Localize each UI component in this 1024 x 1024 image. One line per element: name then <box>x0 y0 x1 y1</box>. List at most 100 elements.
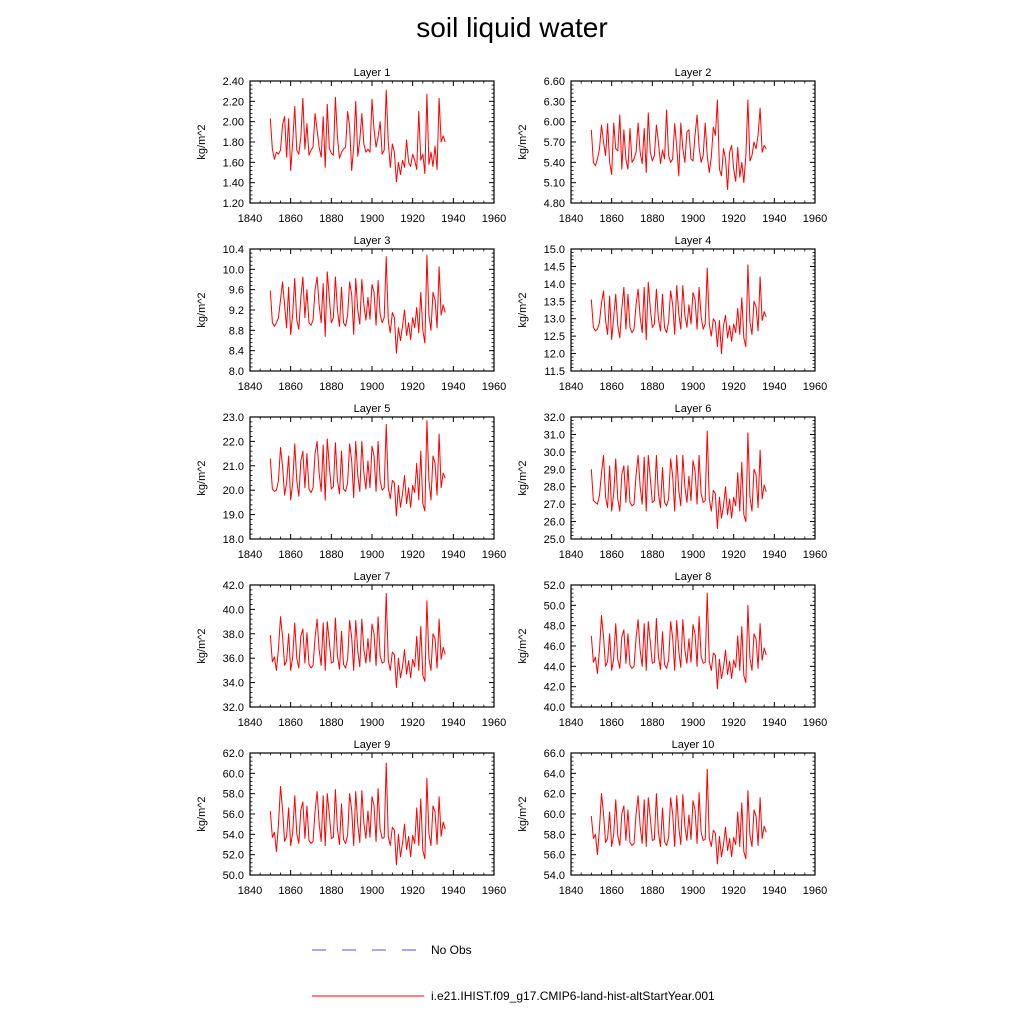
plot-frame <box>570 248 816 372</box>
panel-title: Layer 6 <box>675 403 712 415</box>
x-tick-label: 1940 <box>441 549 465 561</box>
legend-label-model-run: i.e21.IHIST.f09_g17.CMIP6-land-hist-altS… <box>431 989 715 1003</box>
y-tick-label: 5.40 <box>544 157 565 169</box>
panel-title: Layer 9 <box>354 739 391 751</box>
panel-title: Layer 1 <box>354 67 391 79</box>
legend-label-no-obs: No Obs <box>431 943 472 957</box>
y-tick-label: 18.0 <box>223 534 244 546</box>
panel-10: Layer 10 kg/m^2 1840 1860 1880 1900 1920 1940 19… <box>517 739 827 897</box>
x-tick-label: 1900 <box>681 381 705 393</box>
x-tick-label: 1920 <box>721 549 745 561</box>
y-tick-label: 4.80 <box>544 198 565 210</box>
x-tick-label: 1920 <box>400 381 424 393</box>
y-tick-label: 8.0 <box>229 366 244 378</box>
x-tick-label: 1840 <box>238 885 262 897</box>
x-tick-label: 1960 <box>803 885 827 897</box>
y-tick-label: 60.0 <box>223 768 244 780</box>
y-tick-label: 23.0 <box>223 412 244 424</box>
panel-title: Layer 8 <box>675 571 712 583</box>
x-tick-label: 1840 <box>238 381 262 393</box>
y-tick-label: 9.6 <box>229 285 244 297</box>
y-tick-label: 10.0 <box>223 264 244 276</box>
plot-frame <box>249 416 495 540</box>
x-tick-label: 1840 <box>238 213 262 225</box>
series-line <box>590 264 767 355</box>
x-tick-label: 1900 <box>681 549 705 561</box>
x-tick-label: 1940 <box>441 381 465 393</box>
y-tick-label: 62.0 <box>544 789 565 801</box>
x-tick-label: 1940 <box>762 717 786 729</box>
y-tick-label: 25.0 <box>544 534 565 546</box>
x-tick-label: 1920 <box>721 885 745 897</box>
panel-title: Layer 7 <box>354 571 391 583</box>
x-tick-label: 1880 <box>640 549 664 561</box>
y-tick-label: 58.0 <box>544 829 565 841</box>
x-tick-label: 1880 <box>319 381 343 393</box>
y-tick-label: 15.0 <box>544 244 565 256</box>
x-tick-label: 1860 <box>599 213 623 225</box>
x-tick-label: 1840 <box>559 717 583 729</box>
x-tick-label: 1920 <box>721 717 745 729</box>
y-tick-label: 66.0 <box>544 748 565 760</box>
x-tick-label: 1940 <box>762 549 786 561</box>
panel-title: Layer 3 <box>354 235 391 247</box>
panel-7: Layer 7 kg/m^2 1840 1860 1880 1900 1920 1940 196… <box>196 571 506 729</box>
y-tick-label: 30.0 <box>544 447 565 459</box>
y-tick-label: 1.80 <box>223 137 244 149</box>
y-tick-label: 20.0 <box>223 485 244 497</box>
x-tick-label: 1920 <box>400 549 424 561</box>
y-tick-label: 1.40 <box>223 178 244 190</box>
x-tick-label: 1960 <box>482 717 506 729</box>
y-axis-label: kg/m^2 <box>517 460 529 495</box>
x-tick-label: 1900 <box>360 885 384 897</box>
y-tick-label: 1.60 <box>223 157 244 169</box>
y-tick-label: 40.0 <box>544 702 565 714</box>
y-tick-label: 54.0 <box>223 829 244 841</box>
y-tick-label: 14.5 <box>544 261 565 273</box>
x-tick-label: 1840 <box>238 717 262 729</box>
y-tick-label: 14.0 <box>544 279 565 291</box>
x-tick-label: 1940 <box>441 717 465 729</box>
y-tick-label: 13.5 <box>544 296 565 308</box>
y-tick-label: 36.0 <box>223 653 244 665</box>
y-axis-label: kg/m^2 <box>517 124 529 159</box>
y-tick-label: 34.0 <box>223 678 244 690</box>
panel-title: Layer 10 <box>672 739 715 751</box>
series-line <box>269 420 446 517</box>
y-tick-label: 19.0 <box>223 510 244 522</box>
y-axis-label: kg/m^2 <box>196 796 208 831</box>
panel-title: Layer 5 <box>354 403 391 415</box>
x-tick-label: 1960 <box>803 213 827 225</box>
series-line <box>590 99 767 190</box>
y-axis-label: kg/m^2 <box>196 292 208 327</box>
y-axis-label: kg/m^2 <box>517 628 529 663</box>
x-tick-label: 1860 <box>278 213 302 225</box>
y-tick-label: 56.0 <box>223 809 244 821</box>
x-tick-label: 1920 <box>721 381 745 393</box>
y-tick-label: 9.2 <box>229 305 244 317</box>
y-tick-label: 50.0 <box>544 600 565 612</box>
y-axis-label: kg/m^2 <box>196 628 208 663</box>
panel-3: Layer 3 kg/m^2 1840 1860 1880 1900 1920 1940 196… <box>196 235 506 393</box>
panel-1: Layer 1 kg/m^2 1840 1860 1880 1900 1920 1940 196… <box>196 67 506 225</box>
y-tick-label: 52.0 <box>223 850 244 862</box>
y-axis-label: kg/m^2 <box>196 124 208 159</box>
y-tick-label: 12.5 <box>544 331 565 343</box>
y-tick-label: 2.00 <box>223 117 244 129</box>
figure-title: soil liquid water <box>416 12 608 43</box>
y-tick-label: 32.0 <box>223 702 244 714</box>
x-tick-label: 1860 <box>278 885 302 897</box>
y-tick-label: 5.70 <box>544 137 565 149</box>
y-tick-label: 11.5 <box>544 366 565 378</box>
x-tick-label: 1860 <box>278 381 302 393</box>
y-tick-label: 64.0 <box>544 768 565 780</box>
y-tick-label: 28.0 <box>544 482 565 494</box>
x-tick-label: 1900 <box>360 717 384 729</box>
x-tick-label: 1960 <box>482 381 506 393</box>
y-axis-label: kg/m^2 <box>517 796 529 831</box>
panel-5: Layer 5 kg/m^2 1840 1860 1880 1900 1920 1940 196… <box>196 403 506 561</box>
y-tick-label: 50.0 <box>223 870 244 882</box>
y-axis-label: kg/m^2 <box>517 292 529 327</box>
x-tick-label: 1860 <box>599 549 623 561</box>
panel-6: Layer 6 kg/m^2 1840 1860 1880 1900 1920 1940 196… <box>517 403 827 561</box>
